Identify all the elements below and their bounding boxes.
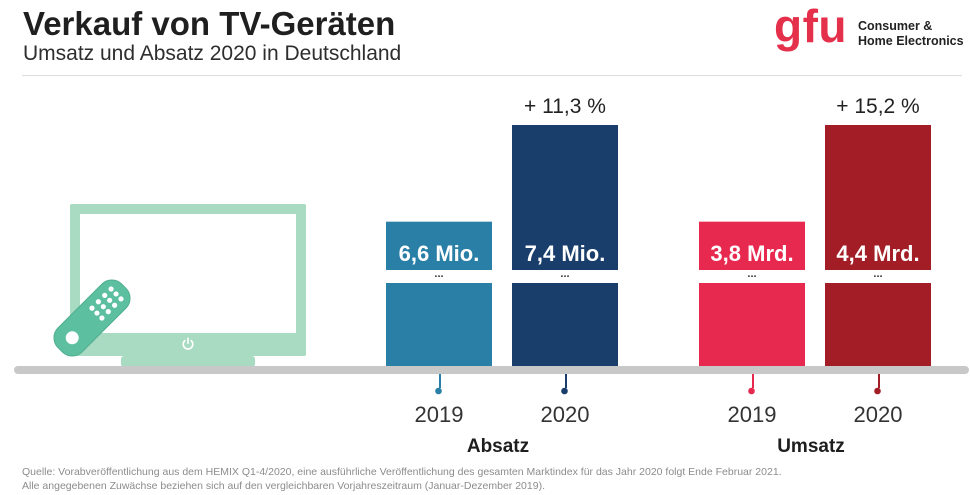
- remote-button: [94, 310, 100, 316]
- bar-absatz-2019: 6,6 Mio....: [386, 221, 492, 370]
- remote-power-button: [65, 331, 79, 345]
- bar-lower-segment: [512, 283, 618, 370]
- tv-stand: [121, 356, 255, 367]
- axis-break-marker: ...: [434, 268, 443, 280]
- remote-button: [118, 296, 124, 302]
- remote-button: [99, 315, 105, 321]
- remote-keypad: [89, 286, 124, 321]
- page-title: Verkauf von TV-Geräten: [23, 5, 396, 42]
- data-label-absatz-2020: 7,4 Mio.: [525, 241, 606, 266]
- bar-umsatz-2019: 3,8 Mrd....: [699, 221, 805, 370]
- x-tick-umsatz-2019: [748, 374, 755, 395]
- series-label-absatz: Absatz: [467, 436, 529, 457]
- x-tick-label-umsatz-2019: 2019: [728, 402, 777, 427]
- logo-tagline-line1: Consumer &: [858, 19, 932, 33]
- growth-label-absatz: + 11,3 %: [524, 95, 606, 118]
- data-label-umsatz-2019: 3,8 Mrd.: [710, 241, 793, 266]
- header-divider: [22, 75, 962, 76]
- bar-umsatz-2020: 4,4 Mrd....: [825, 125, 931, 370]
- bar-upper-segment: [825, 125, 931, 270]
- remote-button: [95, 299, 101, 305]
- footer: Quelle: Vorabveröffentlichung aus dem HE…: [22, 465, 782, 493]
- tv-icon: [70, 204, 306, 367]
- remote-button: [100, 304, 106, 310]
- tick-dot: [435, 387, 442, 395]
- remote-button: [89, 305, 95, 311]
- axis-break-marker: ...: [747, 268, 756, 280]
- logo-tagline-line2: Home Electronics: [858, 34, 964, 48]
- bar-upper-segment: [512, 125, 618, 270]
- remote-button: [102, 292, 108, 298]
- x-tick-umsatz-2020: [874, 374, 881, 395]
- tick-dot: [748, 387, 755, 395]
- bar-lower-segment: [386, 283, 492, 370]
- growth-label-umsatz: + 15,2 %: [836, 95, 919, 118]
- remote-button: [113, 291, 119, 297]
- logo-wordmark: gfu: [774, 0, 847, 52]
- growth-note: Alle angegebenen Zuwächse beziehen sich …: [22, 480, 545, 492]
- x-tick-absatz-2019: [435, 374, 442, 395]
- remote-control-icon: [53, 279, 131, 357]
- tick-dot: [874, 387, 881, 395]
- axis-break-marker: ...: [560, 268, 569, 280]
- gfu-logo: gfu Consumer & Home Electronics: [774, 0, 964, 52]
- bars: 6,6 Mio....7,4 Mio....+ 11,3 %3,8 Mrd...…: [386, 95, 931, 370]
- tv-illustration: [53, 204, 306, 367]
- data-label-absatz-2019: 6,6 Mio.: [399, 241, 480, 266]
- remote-button: [107, 297, 113, 303]
- bar-absatz-2020: 7,4 Mio....: [512, 125, 618, 370]
- page-subtitle: Umsatz und Absatz 2020 in Deutschland: [23, 42, 402, 65]
- x-tick-label-absatz-2019: 2019: [415, 402, 464, 427]
- source-note: Quelle: Vorabveröffentlichung aus dem HE…: [22, 466, 782, 478]
- power-icon: [182, 337, 194, 350]
- tick-dot: [561, 387, 568, 395]
- x-tick-label-absatz-2020: 2020: [541, 402, 590, 427]
- bar-lower-segment: [699, 283, 805, 370]
- series-label-umsatz: Umsatz: [777, 436, 845, 457]
- power-icon-arc: [182, 339, 194, 350]
- data-label-umsatz-2020: 4,4 Mrd.: [836, 241, 919, 266]
- bar-upper-segment: [699, 221, 805, 270]
- x-tick-absatz-2020: [561, 374, 568, 395]
- bar-lower-segment: [825, 283, 931, 370]
- remote-button: [108, 286, 114, 292]
- remote-button: [105, 309, 111, 315]
- x-tick-label-umsatz-2020: 2020: [854, 402, 903, 427]
- bar-upper-segment: [386, 221, 492, 270]
- remote-button: [112, 302, 118, 308]
- axis-break-marker: ...: [873, 268, 882, 280]
